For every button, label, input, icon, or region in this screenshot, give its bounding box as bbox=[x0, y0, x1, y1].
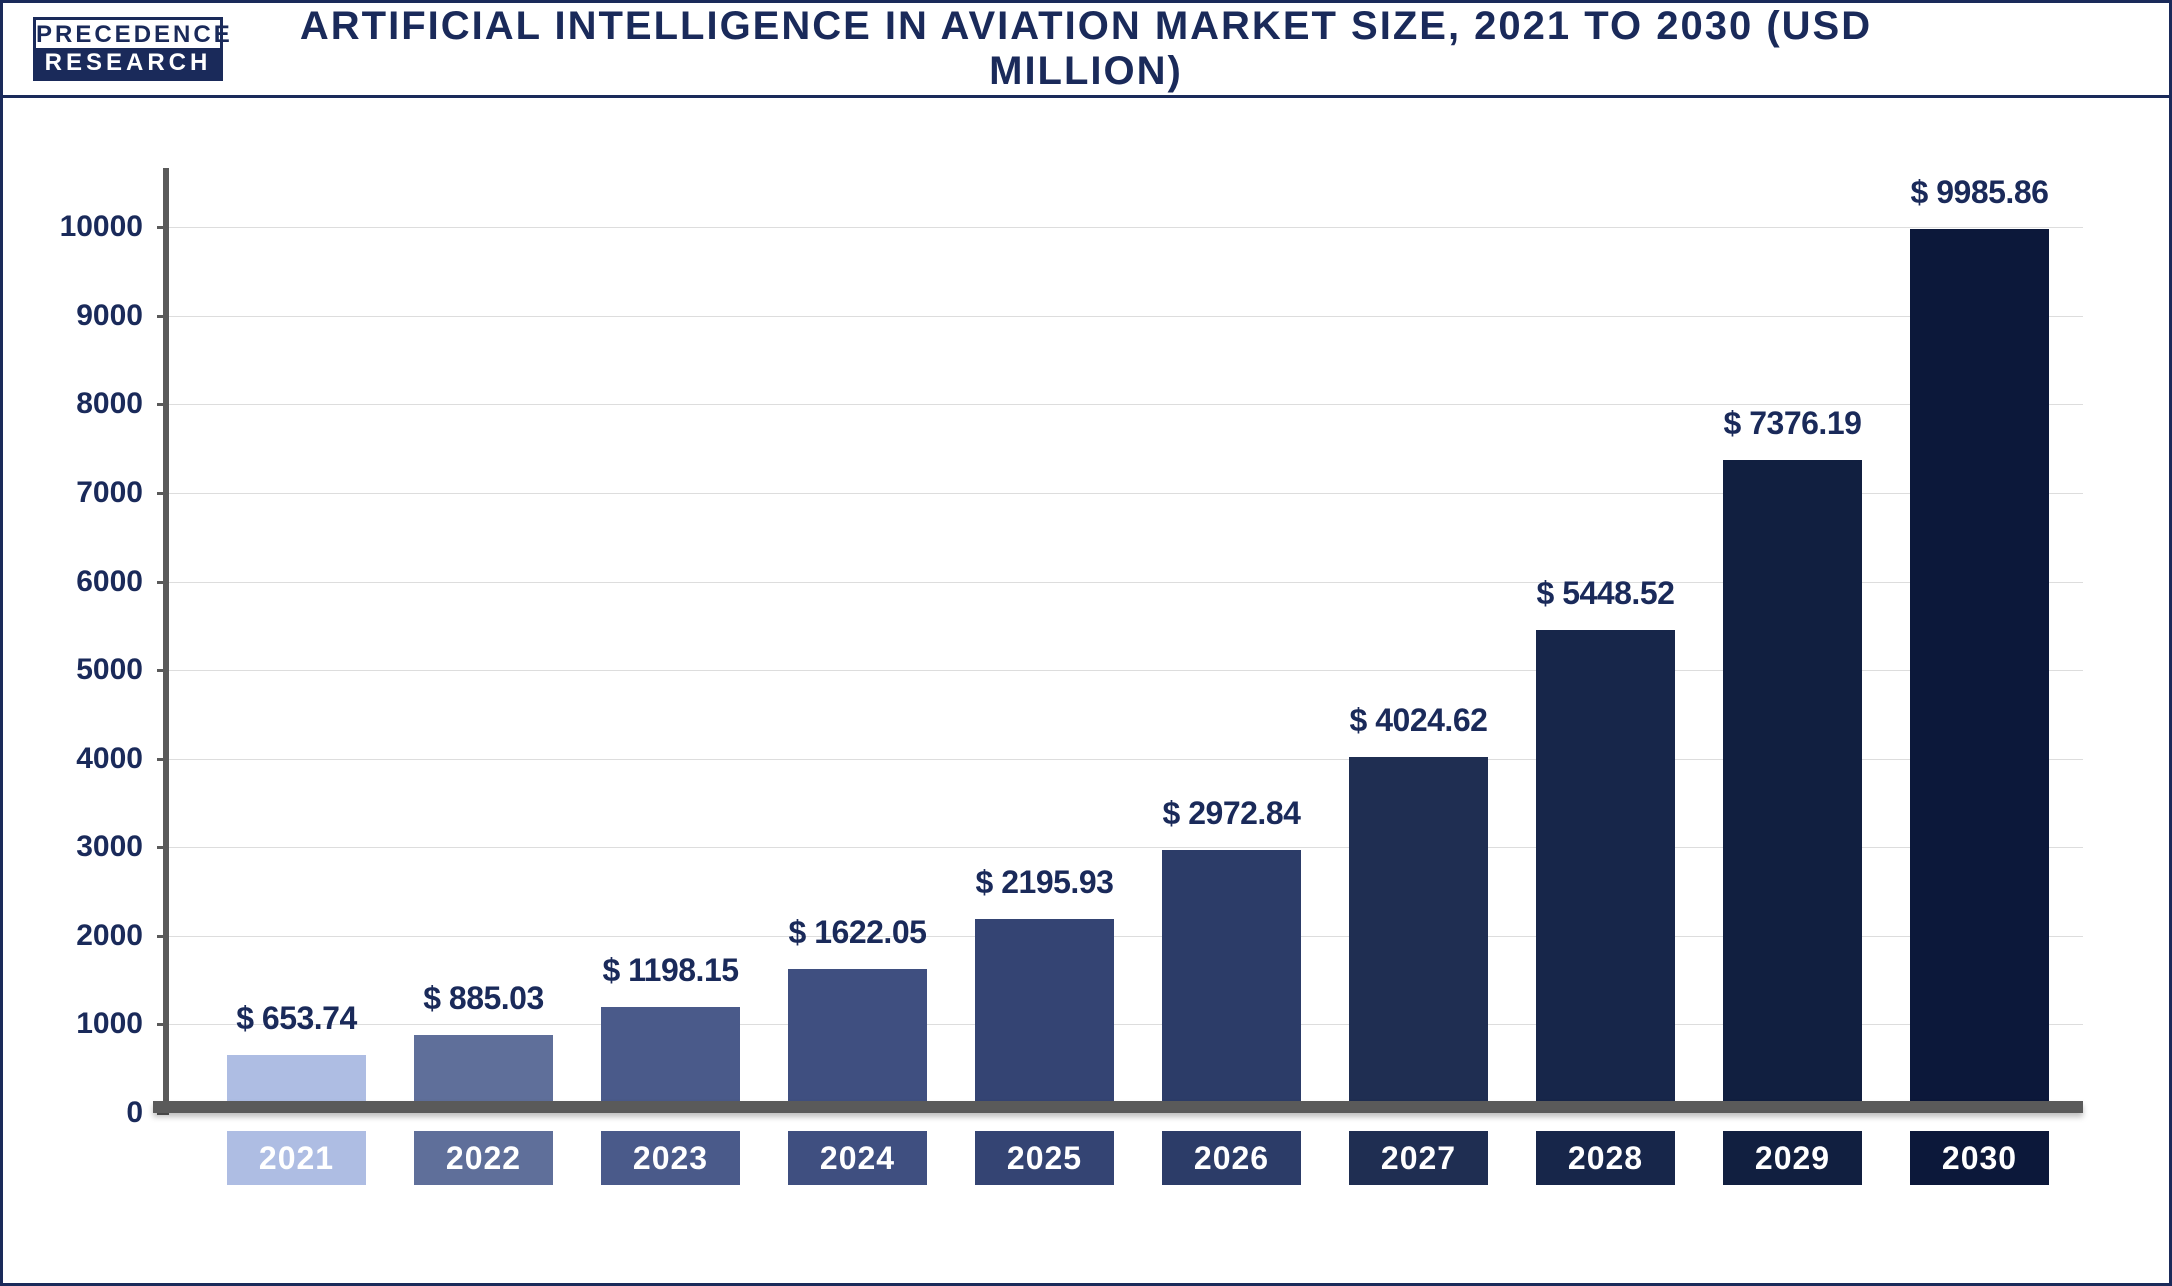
x-category-label: 2028 bbox=[1536, 1131, 1674, 1185]
y-tick-label: 5000 bbox=[76, 653, 143, 687]
y-tick-label: 1000 bbox=[76, 1007, 143, 1041]
bar-value-label: $ 4024.62 bbox=[1350, 702, 1488, 739]
x-category-label: 2023 bbox=[601, 1131, 739, 1185]
y-tick-label: 0 bbox=[126, 1096, 143, 1130]
bar: $ 9985.86 bbox=[1910, 229, 2048, 1101]
y-tick bbox=[157, 492, 169, 495]
x-category-label: 2026 bbox=[1162, 1131, 1300, 1185]
y-tick-label: 2000 bbox=[76, 919, 143, 953]
chart-header: PRECEDENCE RESEARCH ARTIFICIAL INTELLIGE… bbox=[3, 3, 2169, 98]
bar: $ 7376.19 bbox=[1723, 460, 1861, 1101]
bar: $ 2972.84 bbox=[1162, 850, 1300, 1101]
y-axis bbox=[163, 168, 169, 1113]
bar-value-label: $ 9985.86 bbox=[1911, 174, 2049, 211]
bar: $ 653.74 bbox=[227, 1055, 365, 1101]
bar-value-label: $ 885.03 bbox=[423, 980, 544, 1017]
y-tick bbox=[157, 226, 169, 229]
bar-value-label: $ 7376.19 bbox=[1724, 405, 1862, 442]
bar-value-label: $ 1198.15 bbox=[602, 952, 738, 989]
x-category-label: 2029 bbox=[1723, 1131, 1861, 1185]
plot-area: 0100020003000400050006000700080009000100… bbox=[163, 183, 2083, 1113]
bar: $ 2195.93 bbox=[975, 919, 1113, 1101]
bar-value-label: $ 5448.52 bbox=[1537, 575, 1675, 612]
y-tick bbox=[157, 1023, 169, 1026]
y-tick-label: 8000 bbox=[76, 387, 143, 421]
x-category-label: 2022 bbox=[414, 1131, 552, 1185]
gridline bbox=[169, 316, 2083, 317]
x-category-label: 2030 bbox=[1910, 1131, 2048, 1185]
y-tick bbox=[157, 403, 169, 406]
y-tick-label: 9000 bbox=[76, 299, 143, 333]
y-tick-label: 7000 bbox=[76, 476, 143, 510]
x-category-label: 2027 bbox=[1349, 1131, 1487, 1185]
bar: $ 1622.05 bbox=[788, 969, 926, 1101]
y-tick bbox=[157, 846, 169, 849]
x-category-label: 2025 bbox=[975, 1131, 1113, 1185]
y-tick-label: 10000 bbox=[60, 210, 143, 244]
bar: $ 885.03 bbox=[414, 1035, 552, 1101]
y-tick-label: 4000 bbox=[76, 742, 143, 776]
y-tick-label: 3000 bbox=[76, 830, 143, 864]
bar-value-label: $ 653.74 bbox=[236, 1000, 357, 1037]
brand-logo-bottom: RESEARCH bbox=[36, 48, 220, 78]
x-axis bbox=[153, 1101, 2083, 1113]
bar-value-label: $ 2972.84 bbox=[1163, 795, 1301, 832]
y-tick bbox=[157, 758, 169, 761]
bar-value-label: $ 1622.05 bbox=[789, 914, 927, 951]
y-tick-label: 6000 bbox=[76, 565, 143, 599]
chart-frame: PRECEDENCE RESEARCH ARTIFICIAL INTELLIGE… bbox=[0, 0, 2172, 1286]
y-tick bbox=[157, 669, 169, 672]
brand-logo: PRECEDENCE RESEARCH bbox=[33, 17, 223, 82]
bar: $ 5448.52 bbox=[1536, 630, 1674, 1101]
brand-logo-top: PRECEDENCE bbox=[36, 20, 220, 48]
bar: $ 1198.15 bbox=[601, 1007, 739, 1101]
bar: $ 4024.62 bbox=[1349, 757, 1487, 1101]
y-tick bbox=[157, 935, 169, 938]
x-category-label: 2021 bbox=[227, 1131, 365, 1185]
gridline bbox=[169, 227, 2083, 228]
bar-value-label: $ 2195.93 bbox=[976, 864, 1114, 901]
chart-title: ARTIFICIAL INTELLIGENCE IN AVIATION MARK… bbox=[223, 4, 2139, 94]
y-tick bbox=[157, 315, 169, 318]
x-category-label: 2024 bbox=[788, 1131, 926, 1185]
y-tick bbox=[157, 581, 169, 584]
